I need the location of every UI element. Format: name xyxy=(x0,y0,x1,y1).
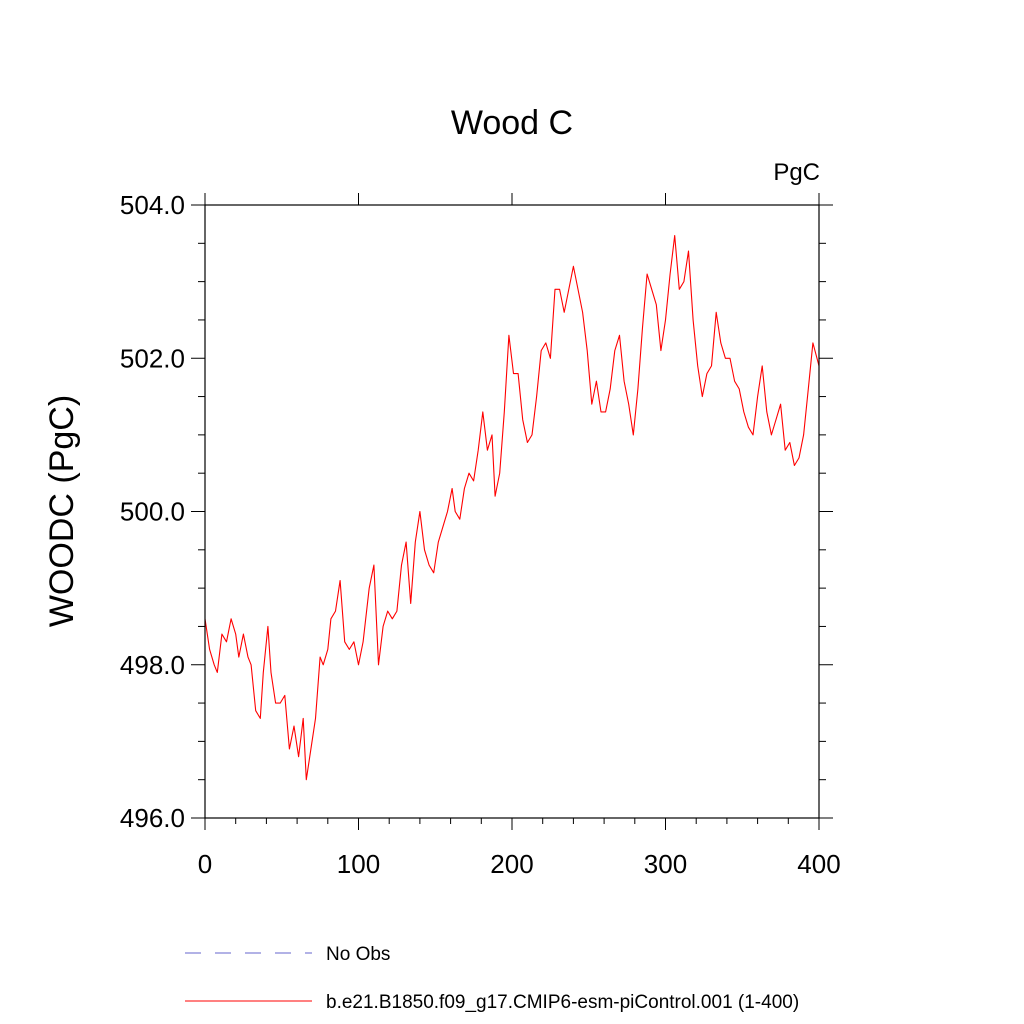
y-tick-label: 496.0 xyxy=(120,803,185,833)
legend-label-1: b.e21.B1850.f09_g17.CMIP6-esm-piControl.… xyxy=(326,992,799,1013)
legend-label-0: No Obs xyxy=(326,944,390,965)
x-tick-label: 400 xyxy=(797,849,840,879)
y-tick-label: 498.0 xyxy=(120,650,185,680)
legend: No Obs b.e21.B1850.f09_g17.CMIP6-esm-piCo… xyxy=(185,944,799,1013)
chart-title: Wood C xyxy=(451,104,573,142)
units-label: PgC xyxy=(773,159,820,186)
x-tick-label: 100 xyxy=(337,849,380,879)
y-tick-label: 504.0 xyxy=(120,190,185,220)
axis-ticks xyxy=(191,193,833,830)
y-axis-label: WOODC (PgC) xyxy=(43,395,81,627)
x-tick-label: 0 xyxy=(198,849,212,879)
axis-tick-labels: 0 100 200 300 400 496.0 498.0 500.0 502.0 504.0 xyxy=(120,190,841,879)
series-line-1 xyxy=(204,235,820,781)
y-tick-label: 502.0 xyxy=(120,343,185,373)
x-tick-label: 200 xyxy=(490,849,533,879)
plot-frame xyxy=(204,204,820,819)
x-tick-label: 300 xyxy=(644,849,687,879)
series-layer xyxy=(204,235,820,781)
y-tick-label: 500.0 xyxy=(120,497,185,527)
